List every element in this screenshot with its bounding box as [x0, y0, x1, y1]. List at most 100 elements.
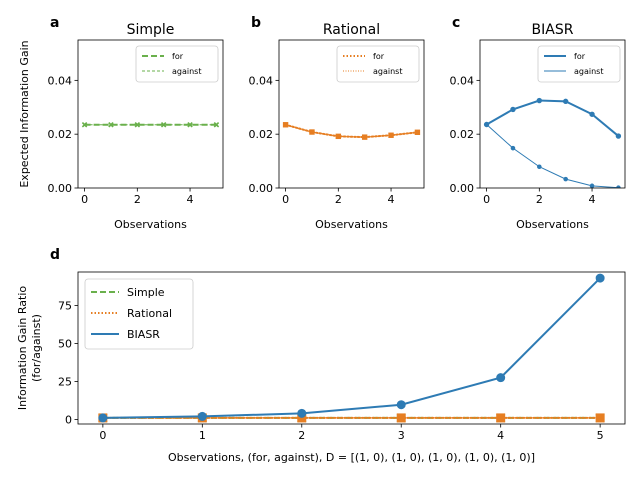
series-against [484, 122, 621, 188]
legend: for against [135, 45, 219, 83]
y-tick-label: 75 [58, 299, 72, 312]
data-point-3 [396, 413, 406, 423]
y-tick-label: 0.00 [450, 182, 475, 195]
series-line [486, 99, 620, 137]
x-tick-label: 1 [199, 429, 206, 442]
x-tick-label: 4 [388, 193, 395, 206]
y-tick-label: 0.02 [48, 128, 73, 141]
y-axis-label: Information Gain Ratio [16, 286, 29, 410]
data-point-3 [362, 134, 367, 140]
y-tick-label: 50 [58, 337, 72, 350]
legend-label: against [373, 67, 402, 76]
x-axis-label: Observations, (for, against), D = [(1, 0… [168, 451, 535, 464]
axes-frame [77, 39, 224, 189]
axes-frame [479, 39, 626, 189]
data-point-3 [562, 98, 569, 105]
data-point-4 [187, 122, 193, 128]
panel-letter: c [452, 15, 460, 31]
data-point-1 [197, 411, 207, 421]
data-point-stroke [214, 122, 219, 128]
axes-frame [278, 39, 425, 189]
y-tick-label: 0 [65, 413, 72, 426]
series-Rational [98, 413, 605, 423]
data-point-2 [336, 134, 341, 139]
data-point-0 [484, 122, 489, 127]
panel-c: c BIASR 0 2 4 0.00 0.02 0.04 Observations for agai… [450, 15, 626, 231]
series-BIASR [98, 273, 605, 423]
legend-label: Rational [127, 307, 172, 320]
panel-a: a Simple 0 2 4 0.00 0.02 0.04 Observations Expect… [18, 15, 224, 231]
panel-letter: b [251, 15, 261, 31]
data-point-4 [589, 183, 595, 188]
x-axis-label: Observations [315, 218, 388, 231]
panel-letter: d [50, 247, 60, 263]
x-tick-label: 5 [597, 429, 604, 442]
series-line [102, 277, 601, 419]
data-point-0 [98, 413, 108, 423]
legend: for against [537, 45, 621, 83]
x-axis-label: Observations [114, 218, 187, 231]
chart-title: Rational [323, 22, 380, 38]
legend-label: against [574, 67, 603, 76]
data-point-1 [510, 106, 516, 113]
data-point-1 [309, 129, 315, 135]
axes-frame [77, 271, 626, 425]
data-point-0 [82, 122, 87, 128]
data-point-2 [537, 164, 542, 170]
y-axis-label: (for/against) [30, 314, 43, 382]
y-axis-label: Expected Information Gain [18, 40, 31, 187]
data-point-stroke [134, 122, 140, 128]
data-point-2 [536, 97, 543, 104]
plot-area [98, 273, 605, 423]
x-tick-label: 4 [187, 193, 194, 206]
data-point-5 [595, 273, 605, 283]
data-point-2 [297, 408, 307, 418]
data-point-5 [595, 413, 605, 423]
legend: for against [336, 45, 420, 83]
data-point-3 [563, 176, 568, 182]
x-tick-label: 2 [298, 429, 305, 442]
y-tick-label: 0.00 [48, 182, 73, 195]
x-tick-label: 2 [536, 193, 543, 206]
data-point-5 [415, 129, 420, 135]
legend-label: for [574, 52, 586, 61]
x-tick-label: 4 [589, 193, 596, 206]
y-tick-label: 0.02 [450, 128, 475, 141]
legend-label: against [172, 67, 201, 76]
legend-label: BIASR [127, 328, 160, 341]
data-point-stroke [82, 122, 87, 128]
data-point-0 [283, 122, 288, 128]
data-point-stroke [108, 122, 114, 128]
panel-b: b Rational 0 2 4 0.00 0.02 0.04 Observations for a… [249, 15, 425, 231]
chart-title: BIASR [532, 22, 574, 38]
panel-letter: a [50, 15, 59, 31]
legend-label: for [373, 52, 385, 61]
y-tick-label: 0.00 [249, 182, 274, 195]
legend-label: Simple [127, 286, 165, 299]
legend-label: for [172, 52, 184, 61]
plot-area [282, 122, 421, 140]
series-line [486, 124, 619, 188]
data-point-2 [134, 122, 140, 128]
x-tick-label: 0 [81, 193, 88, 206]
data-point-4 [496, 373, 506, 383]
data-point-1 [108, 122, 114, 128]
data-point-4 [388, 132, 394, 138]
data-point-5 [615, 133, 622, 139]
y-tick-label: 0.04 [450, 74, 475, 87]
series-line [284, 123, 419, 139]
data-point-1 [510, 145, 516, 151]
x-tick-label: 3 [398, 429, 405, 442]
x-tick-label: 0 [99, 429, 106, 442]
data-point-stroke [187, 122, 193, 128]
y-tick-label: 0.04 [249, 74, 274, 87]
series-for [483, 97, 622, 139]
y-tick-label: 0.02 [249, 128, 274, 141]
x-tick-label: 2 [335, 193, 342, 206]
legend-frame [84, 278, 194, 350]
data-point-stroke [161, 122, 167, 128]
x-tick-label: 4 [497, 429, 504, 442]
series-against [283, 122, 420, 140]
